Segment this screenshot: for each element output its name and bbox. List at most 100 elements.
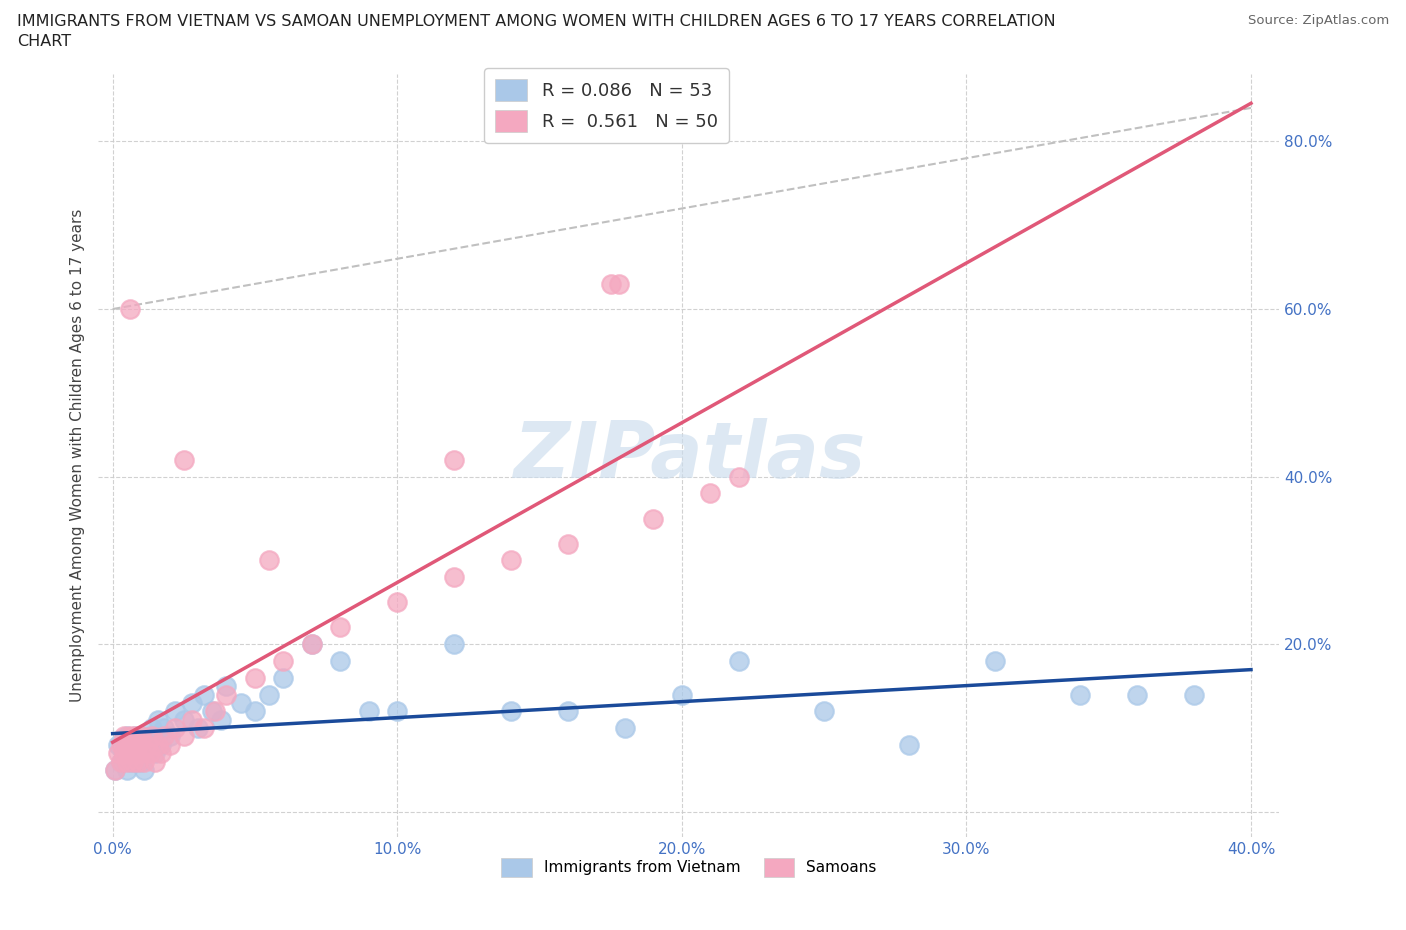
Point [107, 746, 129, 761]
Point [257, 553, 280, 568]
Point [173, 712, 195, 727]
Point [273, 654, 295, 669]
Point [159, 737, 181, 752]
Point [387, 704, 409, 719]
Point [387, 595, 409, 610]
Point [118, 754, 141, 769]
Point [143, 729, 166, 744]
Point [148, 712, 170, 727]
Point [141, 721, 163, 736]
Point [138, 729, 160, 744]
Point [121, 754, 143, 769]
Point [124, 729, 146, 744]
Point [257, 687, 280, 702]
Point [215, 687, 238, 702]
Point [115, 763, 138, 777]
Point [104, 763, 127, 777]
Text: CHART: CHART [17, 34, 70, 49]
Point [181, 712, 204, 727]
Point [599, 276, 621, 291]
Point [204, 704, 226, 719]
Point [118, 746, 141, 761]
Point [273, 671, 295, 685]
Point [173, 729, 195, 744]
Point [118, 301, 141, 316]
Text: ZIPatlas: ZIPatlas [513, 418, 865, 494]
Point [209, 712, 232, 727]
Point [129, 754, 152, 769]
Point [499, 553, 522, 568]
Point [727, 470, 749, 485]
Point [104, 763, 127, 777]
Point [443, 453, 465, 468]
Point [143, 754, 166, 769]
Point [124, 754, 146, 769]
Point [443, 570, 465, 585]
Point [118, 729, 141, 744]
Point [132, 754, 155, 769]
Point [1069, 687, 1091, 702]
Point [159, 729, 181, 744]
Point [557, 537, 579, 551]
Point [329, 654, 352, 669]
Point [643, 512, 665, 526]
Point [187, 721, 209, 736]
Point [124, 746, 146, 761]
Point [141, 729, 163, 744]
Point [301, 637, 323, 652]
Point [132, 763, 155, 777]
Point [607, 276, 630, 291]
Point [699, 486, 721, 501]
Point [112, 746, 135, 761]
Point [193, 687, 215, 702]
Point [301, 637, 323, 652]
Point [727, 654, 749, 669]
Point [243, 704, 266, 719]
Point [181, 696, 204, 711]
Point [153, 721, 176, 736]
Point [557, 704, 579, 719]
Point [138, 746, 160, 761]
Text: Source: ZipAtlas.com: Source: ZipAtlas.com [1249, 14, 1389, 27]
Point [165, 721, 187, 736]
Point [118, 737, 141, 752]
Point [243, 671, 266, 685]
Point [112, 729, 135, 744]
Point [115, 754, 138, 769]
Point [671, 687, 693, 702]
Point [110, 754, 132, 769]
Point [135, 746, 157, 761]
Point [110, 737, 132, 752]
Point [148, 737, 170, 752]
Text: IMMIGRANTS FROM VIETNAM VS SAMOAN UNEMPLOYMENT AMONG WOMEN WITH CHILDREN AGES 6 : IMMIGRANTS FROM VIETNAM VS SAMOAN UNEMPL… [17, 14, 1056, 29]
Point [115, 729, 138, 744]
Point [129, 729, 152, 744]
Point [150, 737, 173, 752]
Point [121, 746, 143, 761]
Point [138, 737, 160, 752]
Point [215, 679, 238, 694]
Point [127, 737, 149, 752]
Point [135, 737, 157, 752]
Point [1126, 687, 1149, 702]
Point [173, 453, 195, 468]
Point [124, 729, 146, 744]
Point [193, 721, 215, 736]
Point [329, 620, 352, 635]
Point [499, 704, 522, 719]
Legend: Immigrants from Vietnam, Samoans: Immigrants from Vietnam, Samoans [495, 852, 883, 883]
Point [127, 754, 149, 769]
Point [112, 746, 135, 761]
Point [229, 696, 252, 711]
Point [143, 746, 166, 761]
Point [165, 704, 187, 719]
Point [613, 721, 636, 736]
Point [984, 654, 1007, 669]
Point [357, 704, 380, 719]
Y-axis label: Unemployment Among Women with Children Ages 6 to 17 years: Unemployment Among Women with Children A… [69, 209, 84, 702]
Point [107, 737, 129, 752]
Point [813, 704, 835, 719]
Point [129, 737, 152, 752]
Point [443, 637, 465, 652]
Point [153, 729, 176, 744]
